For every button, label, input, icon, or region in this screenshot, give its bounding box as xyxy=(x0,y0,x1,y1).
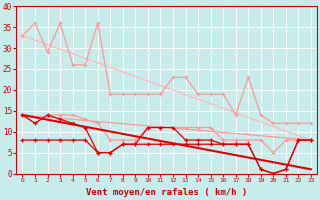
X-axis label: Vent moyen/en rafales ( km/h ): Vent moyen/en rafales ( km/h ) xyxy=(86,188,247,197)
